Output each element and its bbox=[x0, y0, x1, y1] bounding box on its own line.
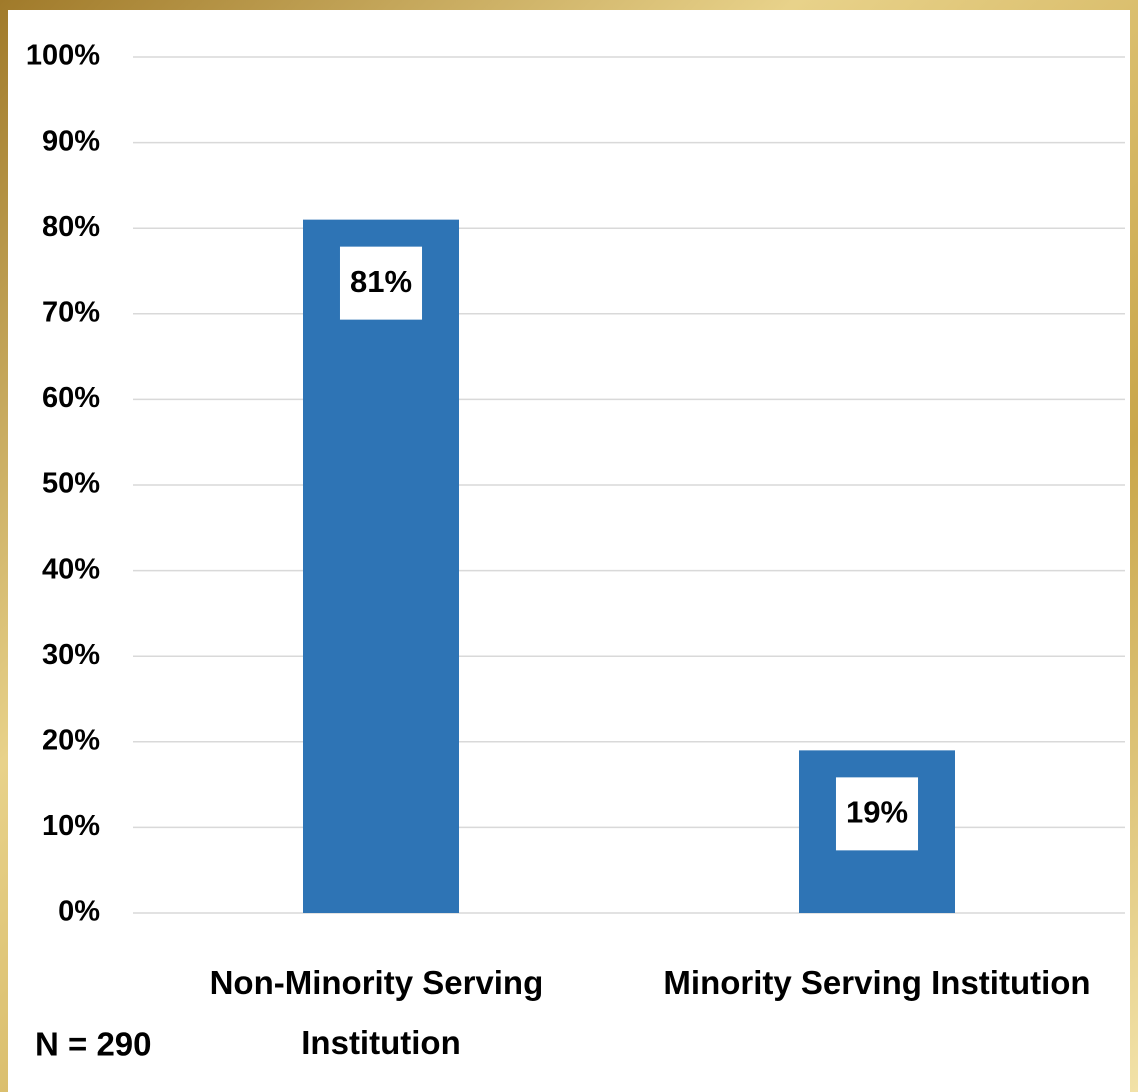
y-tick-label: 90% bbox=[42, 125, 100, 157]
y-tick-label: 60% bbox=[42, 382, 100, 414]
plot: 0% 10% 20% 30% 40% 50% 60% 70% 80% 90% 100% 81% Non-… bbox=[26, 40, 1125, 1061]
y-tick-label: 70% bbox=[42, 296, 100, 328]
value-label-box bbox=[339, 246, 423, 320]
y-tick-label: 0% bbox=[58, 896, 100, 928]
y-tick-label: 20% bbox=[42, 724, 100, 756]
y-tick-label: 30% bbox=[42, 639, 100, 671]
value-label: 19% bbox=[846, 795, 908, 830]
label-line: Minority Serving Institution bbox=[663, 964, 1090, 1001]
x-tick-label: Non-Minority Serving Institution bbox=[210, 964, 553, 1061]
bar bbox=[303, 219, 459, 913]
y-tick-label: 40% bbox=[42, 553, 100, 585]
y-tick-label: 80% bbox=[42, 211, 100, 243]
value-label-box bbox=[835, 777, 919, 851]
label-line: Institution bbox=[301, 1024, 460, 1061]
label-line: Non-Minority Serving bbox=[210, 964, 553, 1001]
y-tick-label: 10% bbox=[42, 810, 100, 842]
value-label: 81% bbox=[350, 264, 412, 299]
y-tick-label: 100% bbox=[26, 40, 100, 72]
annotation: N = 290 bbox=[35, 1026, 152, 1063]
plot-background bbox=[8, 10, 1130, 1092]
y-tick-label: 50% bbox=[42, 468, 100, 500]
x-tick-label: Minority Serving Institution bbox=[663, 964, 1090, 1001]
